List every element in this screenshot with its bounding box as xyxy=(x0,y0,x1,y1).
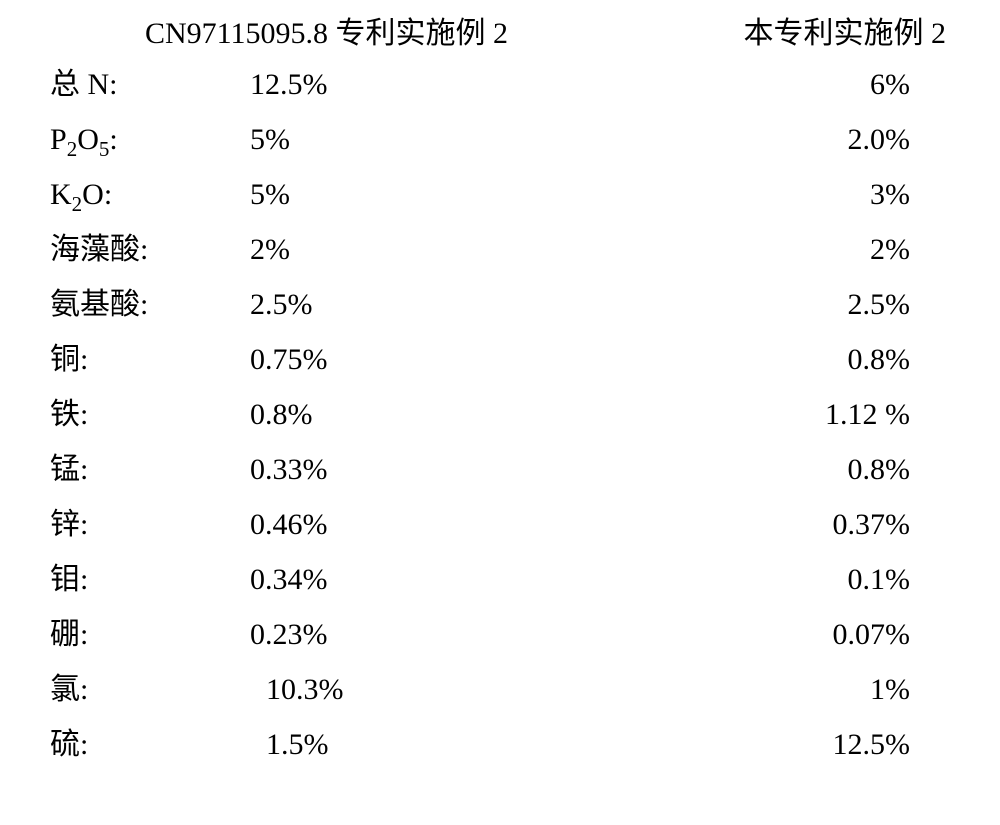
row-label: 锰: xyxy=(50,450,210,489)
value-col-2: 1% xyxy=(606,670,950,709)
row-label: P2O5: xyxy=(50,120,210,159)
value-col-1: 12.5% xyxy=(210,65,590,104)
row-label: 钼: xyxy=(50,560,210,599)
value-col-1: 5% xyxy=(210,175,590,214)
value-col-2: 1.12 % xyxy=(590,395,950,434)
table-row: 铁:0.8%1.12 % xyxy=(50,395,950,434)
table-row: 锰:0.33%0.8% xyxy=(50,450,950,489)
value-col-2: 2% xyxy=(590,230,950,269)
value-col-1: 0.46% xyxy=(210,505,590,544)
value-col-1: 2% xyxy=(210,230,590,269)
row-label: 氯: xyxy=(50,670,210,709)
value-col-1: 10.3% xyxy=(210,670,606,709)
value-col-2: 12.5% xyxy=(606,725,950,764)
row-label: 氨基酸: xyxy=(50,285,210,324)
row-label: 海藻酸: xyxy=(50,230,210,269)
table-row: 氯:10.3%1% xyxy=(50,670,950,709)
table-body: 总 N:12.5%6%P2O5:5%2.0%K2O:5%3%海藻酸:2%2%氨基… xyxy=(50,65,950,764)
table-row: 硫:1.5%12.5% xyxy=(50,725,950,764)
table-row: 海藻酸:2%2% xyxy=(50,230,950,269)
row-label: 铁: xyxy=(50,395,210,434)
table-row: 锌:0.46%0.37% xyxy=(50,505,950,544)
header-spacer xyxy=(50,14,145,53)
table-row: 钼:0.34%0.1% xyxy=(50,560,950,599)
value-col-2: 6% xyxy=(590,65,950,104)
value-col-1: 0.75% xyxy=(210,340,590,379)
row-label: 硼: xyxy=(50,615,210,654)
table-row: 氨基酸:2.5%2.5% xyxy=(50,285,950,324)
table-row: 硼:0.23%0.07% xyxy=(50,615,950,654)
value-col-1: 0.34% xyxy=(210,560,590,599)
value-col-2: 0.37% xyxy=(590,505,950,544)
row-label: 总 N: xyxy=(50,65,210,104)
row-label: 锌: xyxy=(50,505,210,544)
value-col-1: 2.5% xyxy=(210,285,590,324)
row-label: 硫: xyxy=(50,725,210,764)
value-col-1: 0.23% xyxy=(210,615,590,654)
value-col-1: 5% xyxy=(210,120,590,159)
header-col-2: 本专利实施例 2 xyxy=(605,14,950,53)
value-col-1: 0.8% xyxy=(210,395,590,434)
value-col-2: 3% xyxy=(590,175,950,214)
value-col-2: 2.5% xyxy=(590,285,950,324)
value-col-2: 0.07% xyxy=(590,615,950,654)
comparison-table: CN97115095.8 专利实施例 2 本专利实施例 2 总 N:12.5%6… xyxy=(0,0,1000,764)
row-label: K2O: xyxy=(50,175,210,214)
table-header-row: CN97115095.8 专利实施例 2 本专利实施例 2 xyxy=(50,14,950,53)
row-label: 铜: xyxy=(50,340,210,379)
table-row: 铜:0.75%0.8% xyxy=(50,340,950,379)
value-col-2: 2.0% xyxy=(590,120,950,159)
table-row: P2O5:5%2.0% xyxy=(50,120,950,159)
value-col-2: 0.8% xyxy=(590,340,950,379)
header-col-1: CN97115095.8 专利实施例 2 xyxy=(145,14,605,53)
table-row: 总 N:12.5%6% xyxy=(50,65,950,104)
value-col-1: 0.33% xyxy=(210,450,590,489)
value-col-1: 1.5% xyxy=(210,725,606,764)
value-col-2: 0.8% xyxy=(590,450,950,489)
value-col-2: 0.1% xyxy=(590,560,950,599)
table-row: K2O:5%3% xyxy=(50,175,950,214)
